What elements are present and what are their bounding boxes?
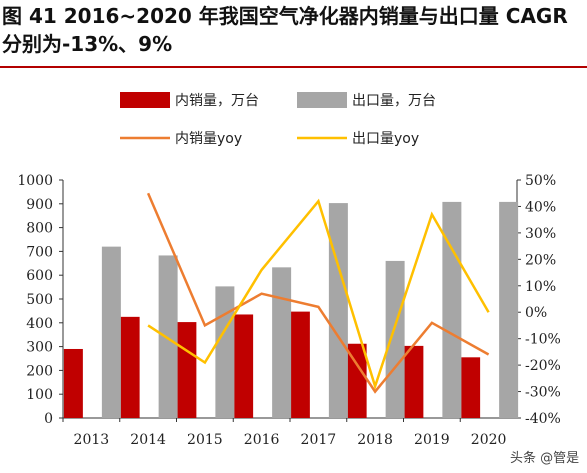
- x-tick-label: 2019: [414, 432, 450, 448]
- domestic-yoy-legend-label: 内销量yoy: [175, 131, 242, 147]
- x-tick-label: 2013: [74, 432, 110, 448]
- left-tick-label: 200: [26, 363, 53, 379]
- domestic-sales-bar: [404, 345, 424, 418]
- domestic-sales-bar: [347, 343, 367, 418]
- export-bar: [328, 203, 348, 418]
- left-tick-label: 100: [26, 387, 53, 403]
- bars: [63, 201, 519, 418]
- left-tick-label: 900: [26, 197, 53, 213]
- left-tick-label: 0: [44, 411, 53, 427]
- export-yoy-line: [147, 198, 490, 391]
- right-tick-label: -10%: [525, 332, 561, 348]
- domestic-sales-legend-label: 内销量，万台: [175, 93, 259, 109]
- export-bar: [101, 246, 121, 418]
- left-tick-label: 400: [26, 316, 53, 332]
- x-tick-label: 2020: [471, 432, 507, 448]
- export-bar: [215, 286, 235, 418]
- domestic-sales-bar: [234, 314, 254, 418]
- watermark: 头条 @管是: [510, 450, 579, 466]
- right-tick-label: 20%: [525, 252, 556, 268]
- left-tick-label: 300: [26, 340, 53, 356]
- left-tick-label: 500: [26, 292, 53, 308]
- x-tick-label: 2014: [130, 432, 166, 448]
- export-legend-swatch: [297, 92, 347, 108]
- export-yoy-legend-label: 出口量yoy: [352, 131, 419, 147]
- title-divider: [0, 66, 587, 68]
- right-tick-label: 40%: [525, 199, 556, 215]
- right-tick-label: 10%: [525, 279, 556, 295]
- axes: 0 100 200 300 400 500 600 700 800 900 1000 -40% -30%…: [17, 173, 561, 448]
- right-tick-label: 0%: [525, 305, 547, 321]
- right-tick-label: 30%: [525, 226, 556, 242]
- right-tick-label: 50%: [525, 173, 556, 189]
- chart-title: 图 41 2016~2020 年我国空气净化器内销量与出口量 CAGR 分别为-…: [2, 4, 568, 56]
- right-tick-label: -40%: [525, 411, 561, 427]
- domestic-sales-bar: [290, 311, 310, 418]
- domestic-yoy-line: [146, 192, 490, 394]
- export-bar: [158, 255, 178, 418]
- export-bar: [499, 201, 519, 418]
- lines: [146, 192, 490, 394]
- export-bar: [272, 267, 292, 418]
- export-bar: [442, 201, 462, 418]
- x-tick-label: 2016: [244, 432, 280, 448]
- x-tick-label: 2015: [187, 432, 223, 448]
- domestic-sales-bar: [120, 316, 140, 418]
- export-legend-label: 出口量，万台: [352, 93, 436, 109]
- domestic-sales-legend-swatch: [120, 92, 170, 108]
- right-tick-label: -20%: [525, 358, 561, 374]
- domestic-sales-bar: [177, 322, 197, 418]
- right-tick-label: -30%: [525, 385, 561, 401]
- left-tick-label: 600: [26, 268, 53, 284]
- domestic-sales-bar: [63, 348, 83, 418]
- domestic-sales-bar: [461, 357, 481, 418]
- export-bar: [385, 260, 405, 418]
- left-tick-label: 1000: [17, 173, 53, 189]
- x-tick-label: 2018: [357, 432, 393, 448]
- left-tick-label: 700: [26, 244, 53, 260]
- x-tick-label: 2017: [301, 432, 337, 448]
- left-tick-label: 800: [26, 221, 53, 237]
